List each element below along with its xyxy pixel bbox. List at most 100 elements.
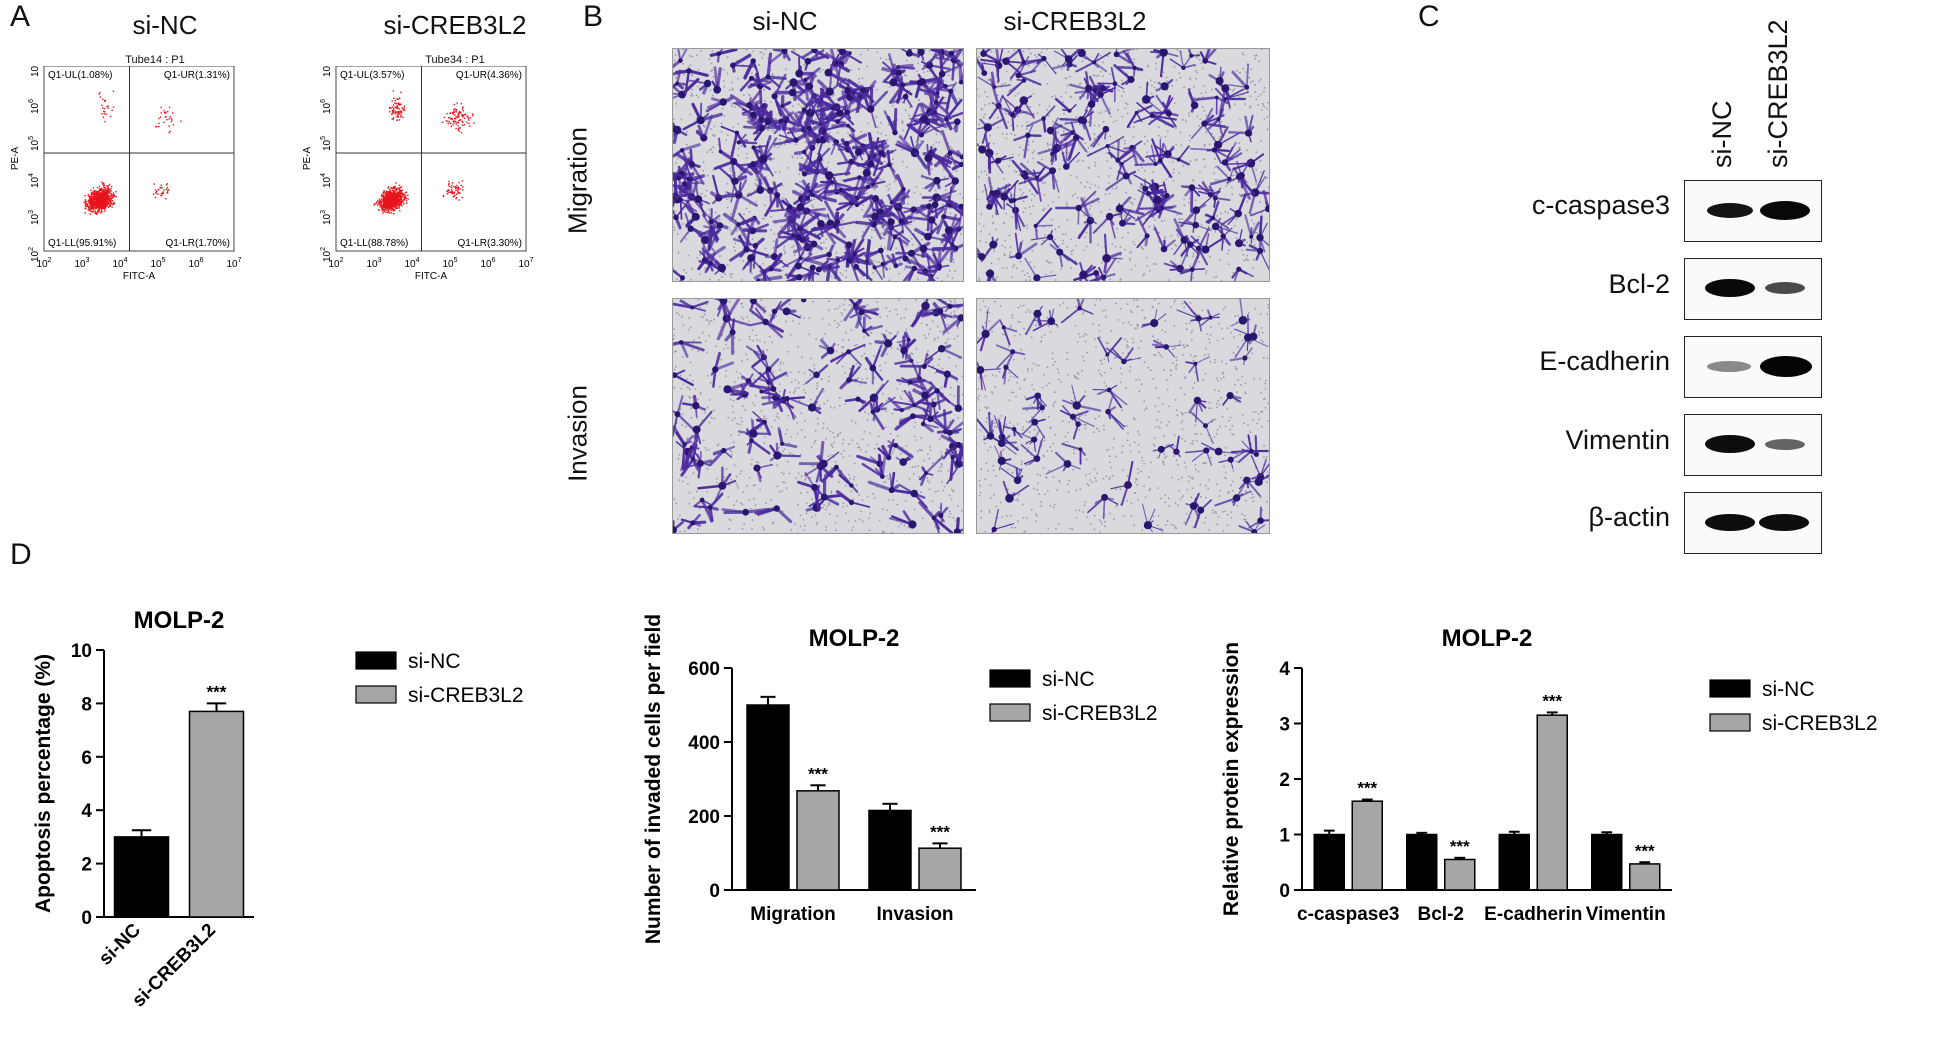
panel-b-letter: B [583,0,604,33]
wb-blot-beta-actin [1684,492,1822,554]
membrane-pores [977,299,1269,533]
micrograph-invasion-sicreb3l2 [976,298,1270,534]
significance-label: *** [207,682,227,701]
quadrant-lr-label: Q1-LR(1.70%) [166,238,230,249]
cluster-ur [441,102,475,134]
y-tick-label: 102 [320,247,333,262]
legend-swatch [355,651,397,670]
y-tick-label: 4 [1279,659,1290,680]
panel-c-letter: C [1418,0,1440,33]
x-tick-label: 106 [480,257,495,270]
band [1707,361,1751,372]
quadrant-ul-label: Q1-UL(3.57%) [340,70,404,81]
legend-label: si-NC [1762,678,1815,701]
panel-d-letter: D [10,538,32,571]
flow-plot-1-title: si-NC [132,10,198,40]
bar [868,809,912,891]
band [1765,282,1805,294]
y-tick-label: 200 [688,807,720,828]
band [1759,514,1809,531]
legend-swatch [355,685,397,704]
stained-cells [977,49,1269,281]
bar [188,710,245,918]
x-tick-label: Invasion [876,904,953,925]
y-tick-label: 102 [28,247,41,262]
cluster-lr [152,183,170,200]
y-tick-label: 600 [688,659,720,680]
bar [1591,833,1623,891]
y-tick-label: 2 [1279,770,1290,791]
y-tick-label: 0 [81,908,92,929]
flow-plot-2-title: si-CREB3L2 [383,10,527,40]
band [1765,439,1805,450]
significance-label: *** [1357,779,1377,798]
y-tick-label: 104 [28,173,41,188]
legend-swatch [989,703,1031,722]
significance-label: *** [1542,691,1562,710]
wb-blot-bcl2 [1684,258,1822,320]
wb-blot-vimentin [1684,414,1822,476]
x-tick-label: 104 [404,257,419,270]
y-axis-label: PE-A [10,147,21,171]
micrograph-invasion-sinc [672,298,964,534]
legend-swatch [1709,713,1751,732]
micrograph-migration-sinc [672,48,964,282]
y-tick-label: 10 [71,641,92,662]
legend-label: si-CREB3L2 [408,684,524,707]
y-tick-label: 106 [320,99,333,114]
stained-cells [673,49,963,281]
quadrant-ll-label: Q1-LL(88.78%) [340,238,408,249]
bar [746,704,790,891]
chart-invaded-cells: MOLP-2 0 200 400 600 Number of invaded cells … [642,614,1158,944]
y-axis-label: Number of invaded cells per field [642,614,665,944]
y-tick-label: 1 [1279,826,1290,847]
y-tick-label: 6 [81,748,92,769]
stained-cells [673,299,963,533]
wb-label-e-cadherin: E-cadherin [1539,346,1670,376]
chart-title: MOLP-2 [1442,625,1533,652]
migration-col-sicreb-header: si-CREB3L2 [1003,6,1147,36]
legend-label: si-NC [1042,668,1095,691]
legend-swatch [1709,679,1751,698]
quadrant-ur-label: Q1-UR(4.36%) [456,70,522,81]
bar [1536,714,1568,891]
cluster-ur [155,106,182,134]
x-axis-label: FITC-A [123,271,156,282]
wb-label-beta-actin: β-actin [1588,502,1670,532]
x-tick-label: 103 [366,257,381,270]
wb-label-c-caspase3: c-caspase3 [1531,190,1670,220]
x-tick-label: 106 [188,257,203,270]
x-tick-label: Bcl-2 [1418,904,1464,925]
quadrant-lr-label: Q1-LR(3.30%) [458,238,522,249]
x-tick-label: 104 [112,257,127,270]
x-tick-label: 107 [518,257,533,270]
wb-lane-label-sinc: si-NC [1707,100,1737,169]
x-tick-label: 103 [74,257,89,270]
band [1705,514,1755,531]
legend-label: si-CREB3L2 [1762,712,1878,735]
wb-label-bcl2: Bcl-2 [1608,269,1670,299]
y-tick-label: 105 [320,136,333,151]
y-tick-label: 2 [81,855,92,876]
plot-frame [335,66,527,252]
x-tick-label: si-NC [95,919,145,969]
bar [1444,858,1476,891]
y-axis-label: Apoptosis percentage (%) [32,654,55,913]
x-axis-label: FITC-A [415,271,448,282]
x-tick-label: Migration [750,904,836,925]
x-tick-label: c-caspase3 [1297,904,1399,925]
significance-label: *** [1635,841,1655,860]
x-tick-label: 105 [442,257,457,270]
cluster-ll [373,182,409,215]
migration-col-sinc-header: si-NC [752,6,818,36]
y-tick-label: 107 [28,66,41,77]
significance-label: *** [1450,837,1470,856]
micrograph-migration-sicreb3l2 [976,48,1270,282]
x-tick-label: Vimentin [1586,904,1666,925]
cluster-ll [83,181,117,215]
quadrant-ul-label: Q1-UL(1.08%) [48,70,112,81]
flow-plot-2-tube: Tube34 : P1 [425,54,485,66]
chart-apoptosis: MOLP-2 0 2 4 6 8 10 Apoptosis percentage (%) si-… [32,607,524,1011]
bar [918,847,962,891]
bar [1351,800,1383,891]
